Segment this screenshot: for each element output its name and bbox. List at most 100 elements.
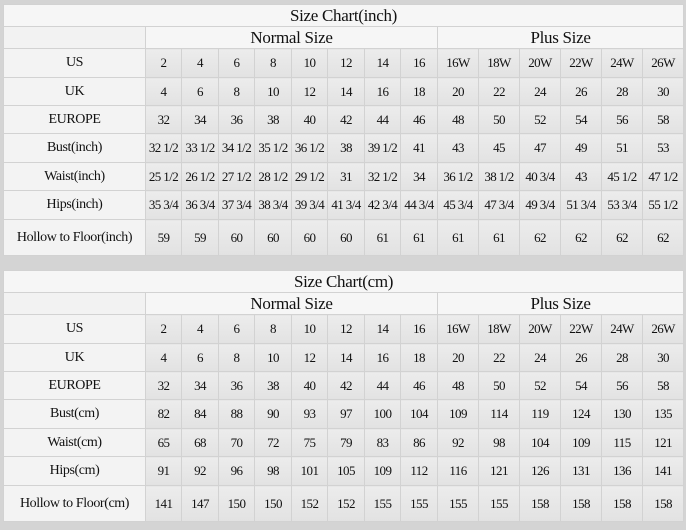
size-cell: 59 xyxy=(181,219,219,256)
row-label: Hips(inch) xyxy=(3,190,146,220)
size-cell: 155 xyxy=(364,485,401,522)
chart-title: Size Chart(inch) xyxy=(2,4,685,27)
size-cell: 112 xyxy=(400,456,438,486)
size-cell: 26 1/2 xyxy=(181,162,219,191)
size-cell: 28 xyxy=(601,77,643,106)
size-cell: 51 xyxy=(601,133,643,163)
size-cell: 152 xyxy=(291,485,328,522)
size-cell: 86 xyxy=(400,428,438,457)
size-cell: 100 xyxy=(364,399,401,429)
size-cell: 12 xyxy=(291,343,328,372)
size-cell: 38 xyxy=(254,371,292,400)
table-row: EUROPE 32 34 36 38 40 42 44 46 48 50 52 54 56 58 xyxy=(3,371,685,400)
size-cell: 22W xyxy=(560,48,602,78)
size-cell: 6 xyxy=(181,343,219,372)
size-cell: 68 xyxy=(181,428,219,457)
size-cell: 147 xyxy=(181,485,219,522)
row-label: Waist(inch) xyxy=(3,162,146,191)
size-cell: 152 xyxy=(327,485,365,522)
size-cell: 150 xyxy=(218,485,255,522)
size-cell: 10 xyxy=(291,48,328,78)
size-cell: 8 xyxy=(254,314,292,344)
size-cell: 155 xyxy=(437,485,479,522)
size-cell: 56 xyxy=(601,371,643,400)
size-cell: 50 xyxy=(478,371,520,400)
size-cell: 49 3/4 xyxy=(519,190,561,220)
row-label: EUROPE xyxy=(3,105,146,134)
size-cell: 20W xyxy=(519,314,561,344)
size-cell: 92 xyxy=(181,456,219,486)
size-cell: 20W xyxy=(519,48,561,78)
size-cell: 115 xyxy=(601,428,643,457)
size-cell: 36 xyxy=(218,105,255,134)
size-cell: 4 xyxy=(181,48,219,78)
size-cell: 24W xyxy=(601,48,643,78)
size-cell: 16W xyxy=(437,314,479,344)
size-cell: 42 xyxy=(327,371,365,400)
size-cell: 61 xyxy=(437,219,479,256)
size-cell: 39 1/2 xyxy=(364,133,401,163)
size-cell: 42 3/4 xyxy=(364,190,401,220)
size-cell: 82 xyxy=(145,399,182,429)
size-cell: 35 1/2 xyxy=(254,133,292,163)
size-cell: 136 xyxy=(601,456,643,486)
size-cell: 126 xyxy=(519,456,561,486)
blank-cell xyxy=(3,26,146,49)
size-cell: 24 xyxy=(519,77,561,106)
size-cell: 45 3/4 xyxy=(437,190,479,220)
size-cell: 61 xyxy=(400,219,438,256)
size-cell: 38 1/2 xyxy=(478,162,520,191)
size-cell: 70 xyxy=(218,428,255,457)
group-row: Normal Size Plus Size xyxy=(3,26,685,49)
size-cell: 58 xyxy=(641,371,685,400)
table-row: Bust(cm) 82 84 88 90 93 97 100 104 109 114 119 124 13… xyxy=(3,399,685,429)
size-cell: 88 xyxy=(218,399,255,429)
size-cell: 91 xyxy=(145,456,182,486)
size-chart-inch: Size Chart(inch) Normal Size Plus Size US 2 4… xyxy=(2,4,685,256)
size-cell: 52 xyxy=(519,371,561,400)
blank-cell xyxy=(3,292,146,315)
size-cell: 59 xyxy=(145,219,182,256)
size-cell: 155 xyxy=(478,485,520,522)
table-row: UK 4 6 8 10 12 14 16 18 20 22 24 26 28 30 xyxy=(3,77,685,106)
size-cell: 121 xyxy=(478,456,520,486)
size-cell: 41 xyxy=(400,133,438,163)
size-cell: 62 xyxy=(519,219,561,256)
group-normal-size: Normal Size xyxy=(145,292,438,315)
size-cell: 105 xyxy=(327,456,365,486)
table-row: Hips(inch) 35 3/4 36 3/4 37 3/4 38 3/4 39 3/4… xyxy=(3,190,685,220)
size-cell: 4 xyxy=(181,314,219,344)
size-cell: 30 xyxy=(641,77,685,106)
size-cell: 62 xyxy=(641,219,685,256)
size-cell: 55 1/2 xyxy=(641,190,685,220)
size-cell: 16 xyxy=(400,48,438,78)
size-cell: 72 xyxy=(254,428,292,457)
size-cell: 20 xyxy=(437,343,479,372)
size-cell: 36 3/4 xyxy=(181,190,219,220)
size-cell: 61 xyxy=(478,219,520,256)
size-cell: 42 xyxy=(327,105,365,134)
size-cell: 36 1/2 xyxy=(291,133,328,163)
size-cell: 158 xyxy=(641,485,685,522)
row-label: Hollow to Floor(inch) xyxy=(3,219,146,256)
size-cell: 40 xyxy=(291,371,328,400)
size-cell: 135 xyxy=(641,399,685,429)
size-cell: 4 xyxy=(145,77,182,106)
size-cell: 60 xyxy=(218,219,255,256)
size-cell: 28 xyxy=(601,343,643,372)
size-cell: 16 xyxy=(400,314,438,344)
size-cell: 131 xyxy=(560,456,602,486)
table-row: Waist(inch) 25 1/2 26 1/2 27 1/2 28 1/2 29 1/… xyxy=(3,162,685,191)
size-cell: 54 xyxy=(560,105,602,134)
size-cell: 26W xyxy=(641,314,685,344)
size-chart-cm: Size Chart(cm) Normal Size Plus Size US 2 4 6 8… xyxy=(2,270,685,522)
size-cell: 109 xyxy=(364,456,401,486)
size-cell: 62 xyxy=(601,219,643,256)
chart-title: Size Chart(cm) xyxy=(2,270,685,293)
size-cell: 62 xyxy=(560,219,602,256)
size-cell: 18 xyxy=(400,77,438,106)
size-cell: 44 xyxy=(364,105,401,134)
group-plus-size: Plus Size xyxy=(436,26,685,49)
size-cell: 18W xyxy=(478,314,520,344)
row-label: Bust(inch) xyxy=(3,133,146,163)
